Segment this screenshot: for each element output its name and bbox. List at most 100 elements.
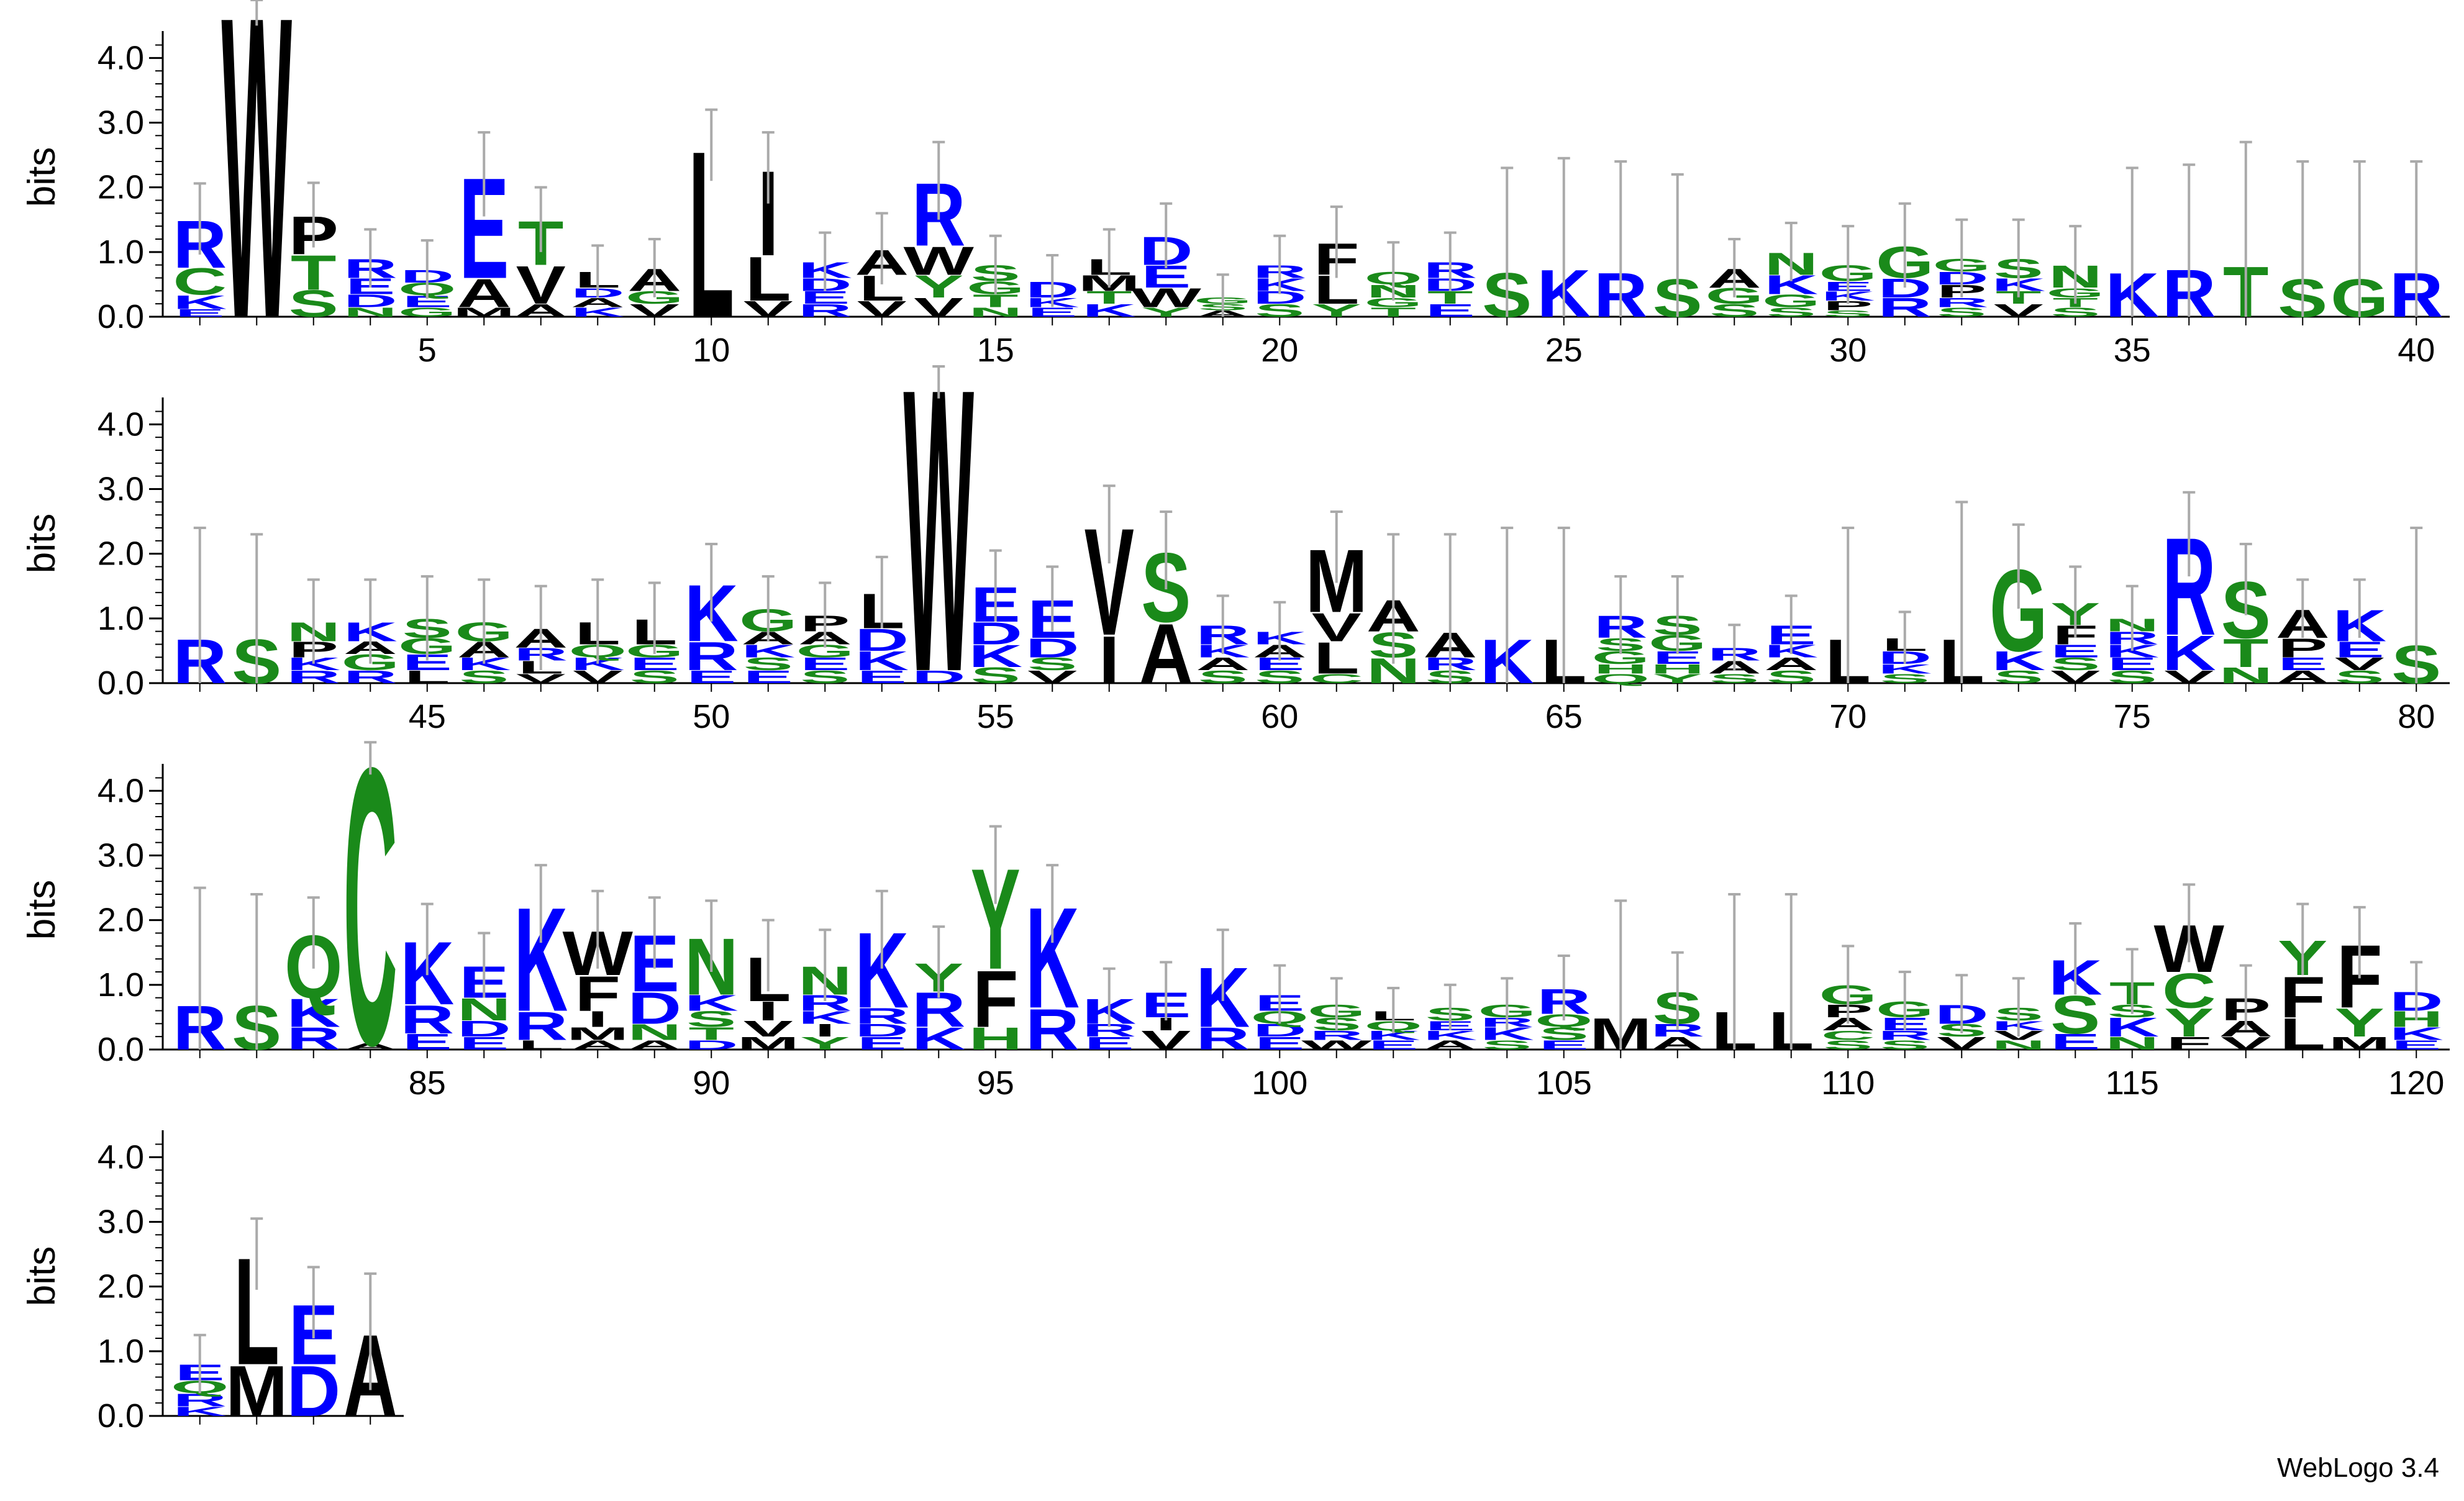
logo-letter-S: S	[2107, 667, 2157, 687]
logo-letter-S: S	[1766, 667, 1816, 687]
logo-letter-Y: Y	[1653, 671, 1703, 686]
logo-letter-H: H	[968, 1021, 1022, 1056]
logo-letter-K: K	[173, 1404, 227, 1419]
logo-letter-S: S	[289, 283, 339, 325]
logo-letter-S: S	[2050, 985, 2100, 1045]
logo-letter-D: D	[627, 983, 681, 1033]
logo-letter-H: H	[1650, 661, 1704, 676]
logo-letter-F: F	[973, 954, 1018, 1044]
logo-letter-S: S	[1255, 667, 1304, 687]
y-tick-label: 0.0	[98, 664, 144, 702]
logo-letter-S: S	[1937, 305, 1986, 320]
y-tick-label: 2.0	[98, 902, 144, 939]
logo-letter-V: V	[1141, 1025, 1191, 1055]
logo-letter-W: W	[903, 238, 974, 284]
logo-letter-E: E	[175, 307, 225, 319]
logo-letter-S: S	[1539, 1023, 1589, 1043]
logo-letter-V: V	[2221, 1033, 2271, 1053]
x-tick-label: 35	[2114, 332, 2151, 369]
logo-letter-T: T	[689, 1023, 734, 1043]
logo-letter-S: S	[686, 1007, 736, 1032]
logo-letter-K: K	[571, 305, 625, 320]
logo-letter-T: T	[1371, 305, 1416, 320]
logo-letter-S: S	[2050, 654, 2100, 674]
logo-letter-K: K	[1423, 1028, 1477, 1043]
logo-letter-R: R	[400, 997, 454, 1042]
y-axis-label: bits	[20, 880, 63, 940]
logo-letter-M: M	[566, 1023, 629, 1043]
logo-letter-M: M	[225, 1351, 288, 1431]
y-axis-label: bits	[20, 147, 63, 207]
y-axis-label: bits	[20, 514, 63, 573]
x-tick-label: 20	[1261, 332, 1298, 369]
logo-letter-H: H	[1594, 661, 1648, 676]
logo-letter-D: D	[912, 667, 966, 687]
y-tick-label: 0.0	[98, 1397, 144, 1435]
logo-letter-V: V	[1027, 667, 1077, 687]
logo-letter-S: S	[1709, 301, 1759, 320]
logo-letter-S: S	[1198, 667, 1248, 687]
logo-letter-S: S	[1766, 305, 1816, 320]
logo-letter-E: E	[2050, 1029, 2100, 1054]
x-tick-label: 105	[1536, 1064, 1592, 1102]
x-tick-label: 80	[2398, 698, 2435, 735]
logo-letter-N: N	[627, 1020, 681, 1045]
logo-letter-V: V	[743, 1017, 793, 1041]
logo-letter-R: R	[1309, 1028, 1363, 1043]
logo-letter-E: E	[459, 1033, 509, 1053]
logo-letter-K: K	[855, 646, 909, 676]
y-tick-label: 3.0	[98, 104, 144, 142]
logo-letter-K: K	[2389, 1023, 2444, 1043]
logo-letter-E: E	[857, 667, 907, 687]
logo-letter-T: T	[1086, 288, 1132, 307]
logo-letter-I: I	[588, 1007, 608, 1032]
logo-letter-S: S	[1255, 301, 1304, 320]
logo-letter-E: E	[1084, 1033, 1134, 1053]
x-tick-label: 15	[977, 332, 1014, 369]
logo-letter-E: E	[800, 654, 850, 674]
x-tick-label: 90	[693, 1064, 730, 1102]
logo-letter-R: R	[1878, 1028, 1932, 1043]
logo-letter-Y: Y	[2335, 1000, 2384, 1046]
logo-letter-S: S	[800, 667, 850, 687]
logo-letter-D: D	[457, 1017, 511, 1041]
logo-letter-Y: Y	[800, 1033, 850, 1053]
logo-letter-M: M	[453, 305, 515, 320]
logo-letter-N: N	[2219, 663, 2273, 687]
logo-letter-E: E	[2335, 637, 2384, 662]
logo-letter-R: R	[1935, 295, 1989, 310]
logo-letter-K: K	[2105, 1012, 2159, 1042]
logo-letter-E: E	[1539, 1038, 1589, 1053]
logo-letter-C: C	[173, 261, 227, 303]
logo-letter-S: S	[1823, 1038, 1873, 1053]
logo-letter-E: E	[857, 1033, 907, 1053]
logo-letter-L: L	[518, 1038, 563, 1053]
logo-letter-I: I	[815, 1020, 835, 1040]
x-tick-label: 45	[409, 698, 446, 735]
logo-letter-K: K	[286, 991, 340, 1036]
logo-letter-K: K	[173, 291, 227, 314]
logo-letter-Y: Y	[1312, 301, 1362, 320]
logo-letter-L: L	[2280, 1009, 2325, 1059]
logo-letter-V: V	[2164, 667, 2214, 687]
logo-letter-N: N	[2105, 1033, 2159, 1053]
x-tick-label: 25	[1545, 332, 1583, 369]
logo-letter-Q: Q	[1591, 671, 1650, 686]
logo-letter-P: P	[2278, 633, 2327, 663]
x-tick-label: 60	[1261, 698, 1298, 735]
x-tick-label: 95	[977, 1064, 1014, 1102]
logo-letter-R: R	[173, 1390, 227, 1410]
y-axis-label: bits	[20, 1246, 63, 1306]
x-tick-label: 40	[2398, 332, 2435, 369]
logo-letter-R: R	[1196, 1021, 1250, 1056]
x-tick-label: 100	[1252, 1064, 1307, 1102]
logo-letter-D: D	[286, 1351, 340, 1431]
logo-letter-R: R	[514, 1004, 568, 1049]
logo-letter-A: A	[571, 295, 625, 310]
logo-letter-W: W	[221, 0, 293, 409]
logo-letter-L: L	[745, 243, 791, 314]
x-tick-label: 55	[977, 698, 1014, 735]
logo-letter-A: A	[1764, 654, 1818, 674]
logo-letter-A: A	[1139, 607, 1193, 702]
logo-letter-C: C	[2162, 963, 2216, 1018]
